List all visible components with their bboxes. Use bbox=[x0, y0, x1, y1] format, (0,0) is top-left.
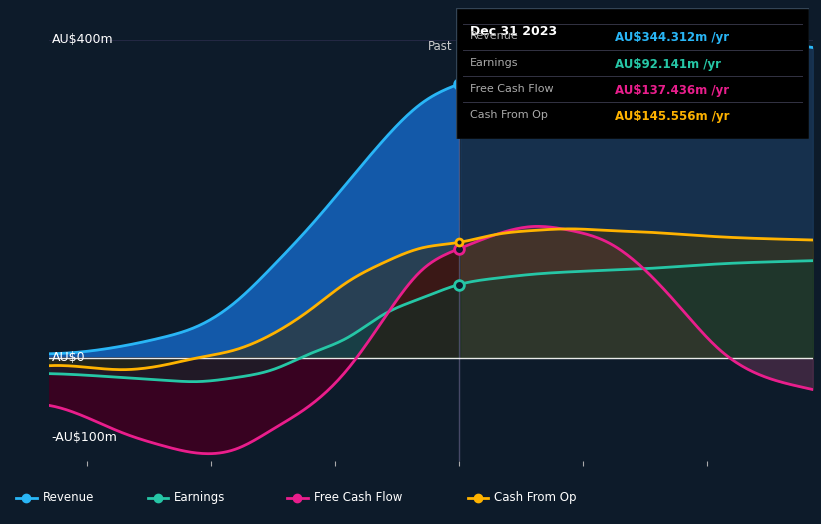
Text: Free Cash Flow: Free Cash Flow bbox=[470, 84, 553, 94]
Text: Cash From Op: Cash From Op bbox=[494, 492, 576, 504]
Text: AU$400m: AU$400m bbox=[52, 33, 113, 46]
Text: Dec 31 2023: Dec 31 2023 bbox=[470, 25, 557, 38]
Text: AU$92.141m /yr: AU$92.141m /yr bbox=[615, 58, 721, 71]
Text: Cash From Op: Cash From Op bbox=[470, 110, 548, 120]
Text: Revenue: Revenue bbox=[43, 492, 94, 504]
Text: Earnings: Earnings bbox=[470, 58, 518, 68]
Text: Earnings: Earnings bbox=[174, 492, 226, 504]
Text: AU$137.436m /yr: AU$137.436m /yr bbox=[615, 84, 729, 97]
Text: Free Cash Flow: Free Cash Flow bbox=[314, 492, 402, 504]
Text: Analysts Forecasts: Analysts Forecasts bbox=[466, 40, 575, 52]
Text: AU$0: AU$0 bbox=[52, 351, 85, 364]
Text: AU$145.556m /yr: AU$145.556m /yr bbox=[615, 110, 729, 123]
Text: -AU$100m: -AU$100m bbox=[52, 431, 117, 444]
Text: Past: Past bbox=[428, 40, 452, 52]
Text: AU$344.312m /yr: AU$344.312m /yr bbox=[615, 31, 729, 45]
Text: Revenue: Revenue bbox=[470, 31, 519, 41]
